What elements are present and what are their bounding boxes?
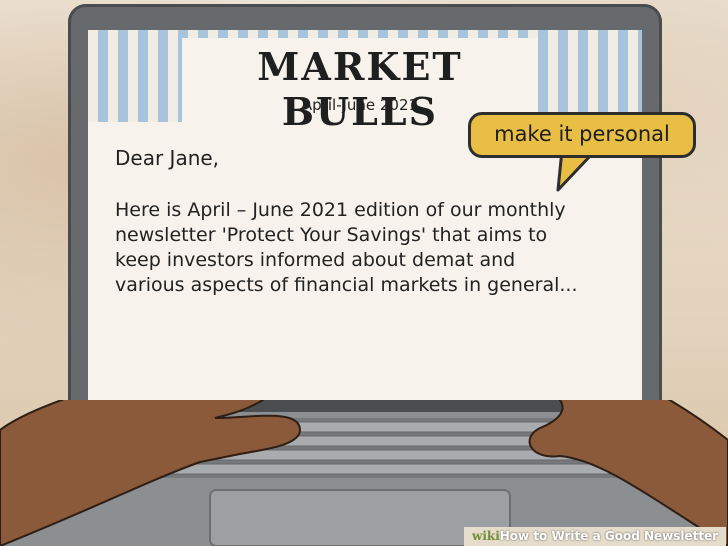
callout-bubble: make it personal: [468, 112, 696, 158]
watermark-title: How to Write a Good Newsletter: [499, 529, 719, 543]
masthead: MARKET BULLS April-June 2021: [182, 38, 538, 134]
laptop-keyboard-and-hands: [0, 400, 728, 546]
body-line: various aspects of financial markets in …: [115, 274, 578, 296]
body-line: keep investors informed about demat and: [115, 249, 516, 271]
laptop-screen: MARKET BULLS April-June 2021 Dear Jane, …: [88, 30, 642, 410]
newsletter-title: MARKET BULLS: [257, 44, 463, 134]
newsletter-edition: April-June 2021: [301, 96, 419, 114]
body-line: Here is April – June 2021 edition of our…: [115, 199, 566, 221]
body-line: newsletter 'Protect Your Savings' that a…: [115, 224, 548, 246]
watermark: wikiHow to Write a Good Newsletter: [464, 527, 727, 546]
letter-body: Here is April – June 2021 edition of our…: [115, 198, 635, 298]
letter-greeting: Dear Jane,: [115, 146, 220, 170]
watermark-brand: wiki: [472, 529, 500, 543]
